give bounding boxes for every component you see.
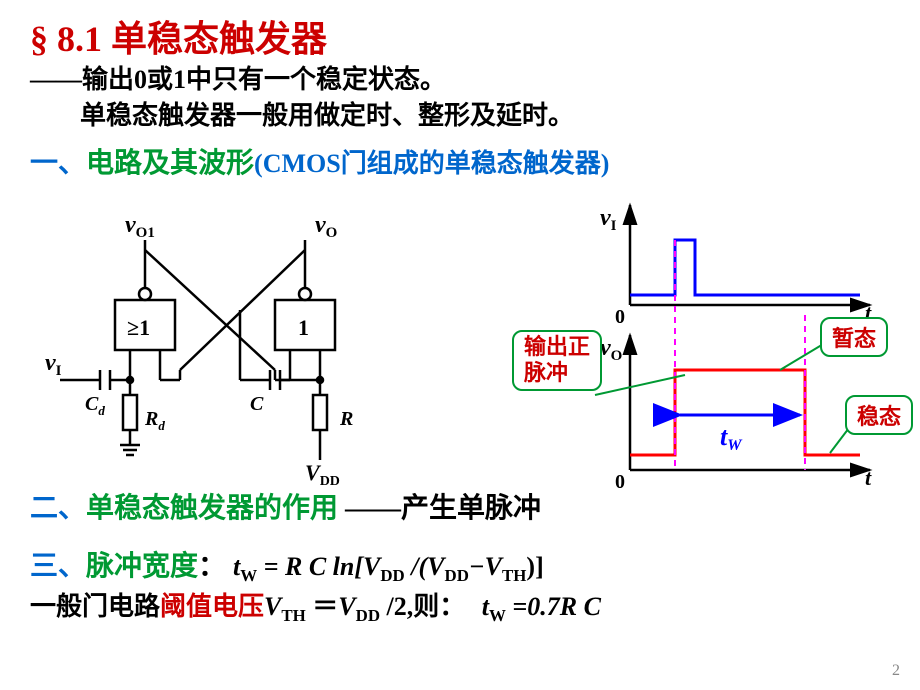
svg-text:vO1: vO1	[125, 212, 155, 241]
svg-text:C: C	[250, 393, 264, 415]
svg-text:tW: tW	[720, 422, 743, 454]
svg-text:1: 1	[298, 315, 309, 340]
subtitle-1: ——输出0或1中只有一个稳定状态。	[0, 62, 920, 98]
svg-text:0: 0	[615, 471, 625, 493]
svg-text:vO: vO	[315, 212, 337, 241]
callout-transient: 暂态	[820, 317, 888, 357]
last-line: 一般门电路阈值电压VTH ＝VDD /2,则： tW =0.7R C	[0, 590, 920, 627]
svg-text:t: t	[865, 465, 872, 490]
circuit-diagram: vO1 vO vI ≥1 1 Cd Rd C R VDD	[45, 210, 425, 490]
section-1-paren: (CMOS门组成的单稳态触发器)	[254, 149, 609, 178]
section-1-label: 电路及其波形	[86, 148, 254, 179]
callout-stable: 稳态	[845, 395, 913, 435]
section-3-heading: 三、脉冲宽度： tW = R C ln[VDD /(VDD−VTH)]	[0, 544, 920, 586]
svg-text:VDD: VDD	[305, 460, 340, 489]
page-number: 2	[892, 662, 900, 680]
svg-text:Rd: Rd	[144, 408, 165, 433]
subtitle-2: 单稳态触发器一般用做定时、整形及延时。	[0, 98, 920, 134]
section-1-num: 一、	[30, 148, 86, 179]
section-1-heading: 一、电路及其波形(CMOS门组成的单稳态触发器)	[0, 141, 920, 181]
svg-text:≥1: ≥1	[127, 315, 150, 340]
svg-text:vI: vI	[600, 205, 617, 234]
svg-text:R: R	[339, 408, 353, 430]
svg-text:Cd: Cd	[85, 393, 105, 418]
svg-text:vI: vI	[45, 350, 62, 379]
callout-output-pulse: 输出正脉冲	[512, 330, 602, 391]
svg-text:vO: vO	[600, 335, 622, 364]
svg-text:0: 0	[615, 306, 625, 328]
page-title: § 8.1 单稳态触发器	[0, 0, 920, 62]
